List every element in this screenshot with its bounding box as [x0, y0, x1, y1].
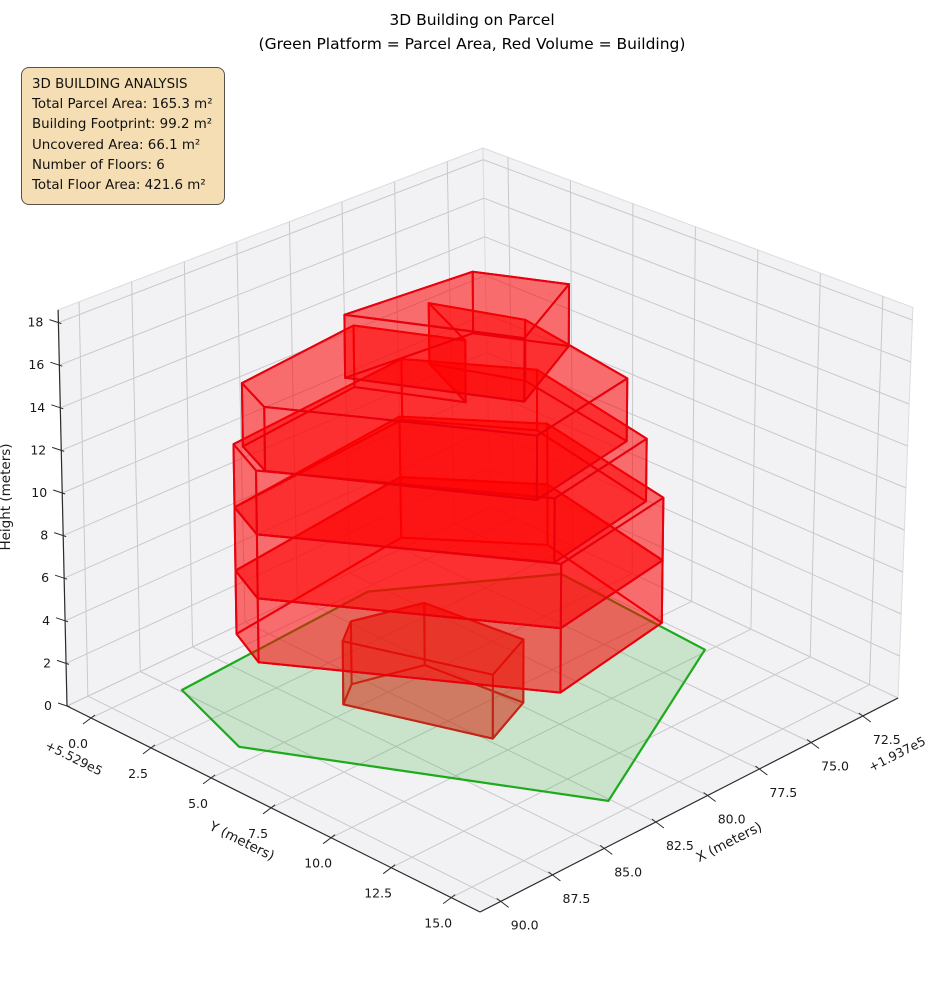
x-tick-label: 77.5	[769, 785, 797, 800]
axes-panes	[57, 147, 914, 913]
info-box-heading: 3D BUILDING ANALYSIS	[32, 77, 188, 92]
z-tick-label: 18	[27, 315, 43, 330]
x-tick-label: 85.0	[614, 864, 642, 879]
building-floor-1	[341, 601, 525, 740]
chart-header: 3D Building on Parcel (Green Platform = …	[0, 8, 944, 56]
info-box-line-floor-area: Total Floor Area: 421.6 m²	[32, 178, 206, 194]
z-tick-label: 0	[44, 698, 52, 713]
building-floor-3	[233, 415, 665, 630]
info-box-line-footprint: Building Footprint: 99.2 m²	[32, 117, 213, 133]
x-tick-label: 75.0	[821, 758, 849, 773]
x-tick-label: 72.5	[873, 732, 901, 747]
building-floor-4	[232, 358, 648, 564]
x-tick-label: 82.5	[666, 838, 694, 853]
info-box-line-parcel-area: Total Parcel Area: 165.3 m²	[32, 97, 213, 113]
info-box-line-floors: Number of Floors: 6	[32, 157, 165, 173]
y-tick-label: 2.5	[128, 766, 148, 781]
x-tick-label: 90.0	[511, 917, 539, 932]
y-tick-label: 15.0	[424, 916, 452, 931]
y-tick-label: 10.0	[304, 856, 332, 871]
z-axis-label: Height (meters)	[0, 443, 14, 550]
z-tick-label: 8	[40, 528, 48, 543]
chart-title: 3D Building on Parcel	[389, 11, 555, 29]
parcel-platform	[180, 572, 707, 803]
analysis-info-box: 3D BUILDING ANALYSIS Total Parcel Area: …	[21, 67, 225, 206]
plot-contents	[180, 270, 707, 803]
y-tick-label: 12.5	[364, 886, 392, 901]
z-tick-label: 14	[29, 400, 45, 415]
z-tick-label: 4	[42, 613, 50, 628]
x-tick-label: 80.0	[718, 811, 746, 826]
x-tick-label: 87.5	[563, 891, 591, 906]
building-floor-6	[343, 270, 570, 403]
y-tick-label: 7.5	[248, 826, 268, 841]
y-tick-label: 5.0	[188, 796, 208, 811]
z-tick-label: 10	[31, 485, 47, 500]
y-tick-label: 0.0	[68, 736, 88, 751]
z-tick-label: 2	[43, 655, 51, 670]
z-tick-label: 16	[28, 357, 44, 372]
z-tick-label: 12	[30, 442, 46, 457]
info-box-line-uncovered: Uncovered Area: 66.1 m²	[32, 137, 201, 153]
axis-spines	[57, 309, 899, 913]
chart-subtitle: (Green Platform = Parcel Area, Red Volum…	[258, 35, 686, 53]
z-tick-label: 6	[41, 570, 49, 585]
